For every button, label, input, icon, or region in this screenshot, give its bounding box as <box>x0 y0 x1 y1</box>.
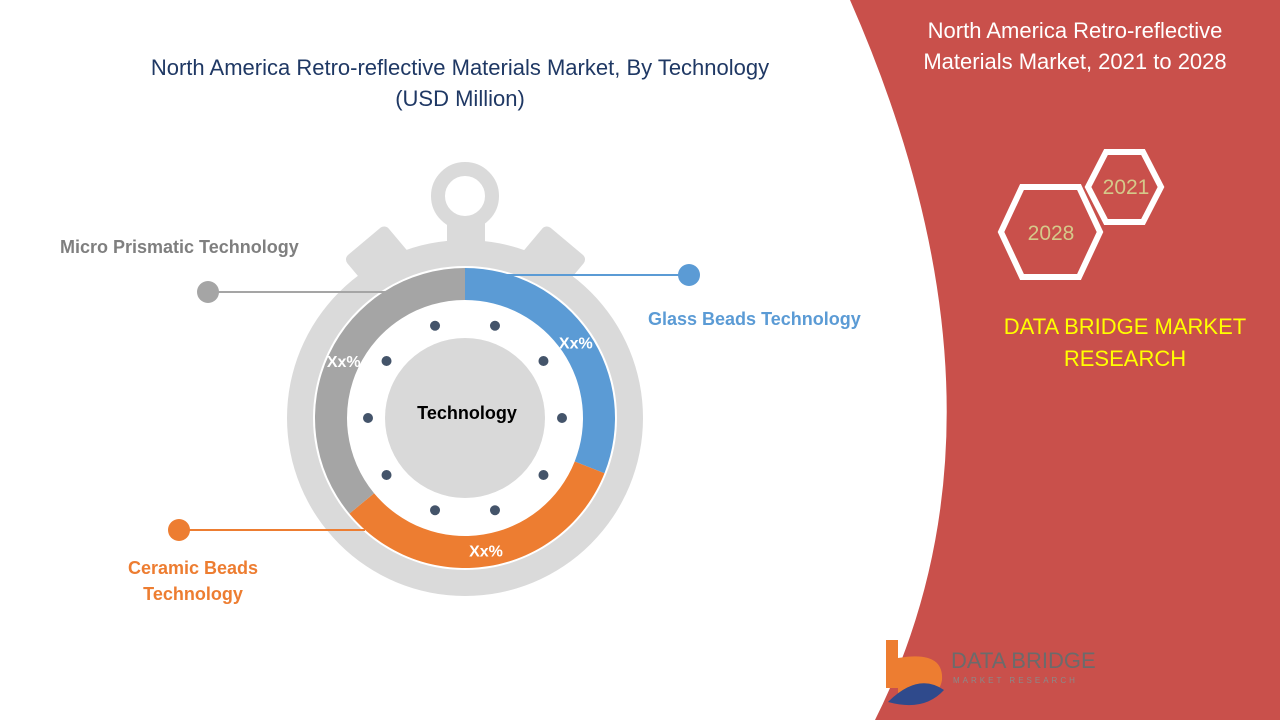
donut-segment-glass-beads-technology <box>465 268 615 474</box>
legend-ceramic-beads: Ceramic Beads Technology <box>127 558 259 604</box>
tick-dots <box>363 320 567 516</box>
tick-dot <box>538 470 549 481</box>
center-label: Technology <box>417 403 517 423</box>
side-panel-shape <box>850 0 1280 720</box>
logo-mark-icon <box>886 640 944 706</box>
tick-dot <box>538 355 549 366</box>
connector-dot-glass <box>678 264 700 286</box>
donut-segment-micro-prismatic-technology <box>315 268 465 514</box>
legend-micro-prismatic: Micro Prismatic Technology <box>60 237 299 257</box>
connectors <box>168 264 700 541</box>
tick-dot <box>381 355 392 366</box>
donut-chart: Xx% Xx% Xx% <box>315 268 615 569</box>
chart-title-main: North America Retro-reflective Materials… <box>150 55 770 80</box>
side-panel-title: North America Retro-reflective Materials… <box>923 18 1227 74</box>
tick-dot <box>557 413 567 423</box>
chart-subtitle: (USD Million) <box>395 86 525 111</box>
stopwatch-ring <box>431 162 499 230</box>
center-hub <box>385 338 545 498</box>
tick-dot <box>363 413 373 423</box>
legend-glass-beads: Glass Beads Technology <box>648 309 861 329</box>
year-hexagons: 2028 2021 <box>997 149 1165 280</box>
hexagon-2021 <box>1084 149 1165 225</box>
logo-name: DATA BRIDGE <box>951 648 1096 673</box>
brand-name: DATA BRIDGE MARKET RESEARCH <box>1003 314 1247 371</box>
tick-dot <box>430 505 441 516</box>
tick-dot <box>489 320 500 331</box>
tick-dot <box>489 505 500 516</box>
segment-label-glass-beads-technology: Xx% <box>559 336 593 353</box>
chart-title: North America Retro-reflective Materials… <box>60 52 860 114</box>
segment-label-micro-prismatic-technology: Xx% <box>327 354 361 371</box>
donut-segment-ceramic-beads-technology <box>349 461 605 569</box>
tick-dot <box>430 320 441 331</box>
connector-dot-micro <box>197 281 219 303</box>
logo-tagline: MARKET RESEARCH <box>953 676 1078 685</box>
year-2021: 2021 <box>1103 176 1150 199</box>
hexagon-2028 <box>997 184 1104 280</box>
year-2028: 2028 <box>1028 222 1075 245</box>
segment-label-ceramic-beads-technology: Xx% <box>469 543 503 560</box>
tick-dot <box>381 470 392 481</box>
connector-dot-ceramic <box>168 519 190 541</box>
